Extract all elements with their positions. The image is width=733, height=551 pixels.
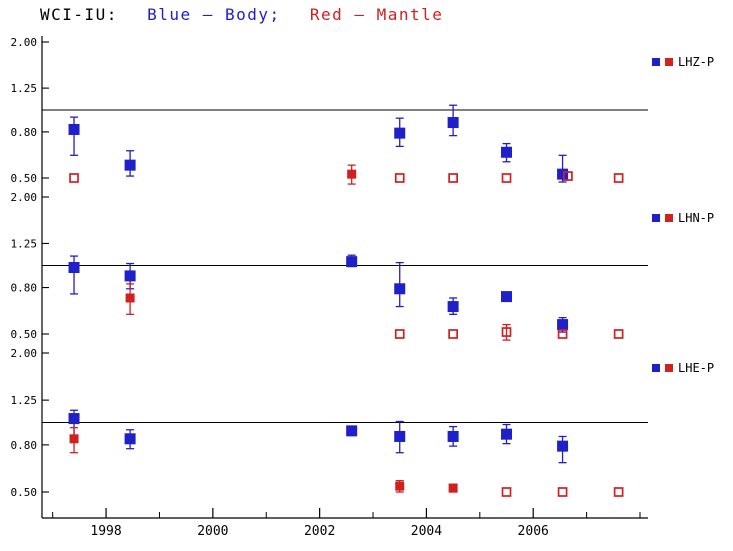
data-point-body (68, 261, 80, 273)
y-tick-label: 0.80 (11, 282, 38, 295)
data-point-mantle (501, 173, 512, 183)
data-point-mantle (613, 173, 624, 183)
legend-label: LHZ-P (678, 55, 714, 69)
data-point-body (447, 430, 459, 442)
data-point-mantle (69, 434, 79, 444)
data-point-body (394, 430, 406, 442)
data-point-mantle (347, 169, 357, 179)
data-point-mantle (557, 329, 568, 339)
x-tick-label: 2002 (304, 524, 335, 539)
y-tick-label: 0.50 (11, 328, 38, 341)
data-point-mantle (394, 173, 405, 183)
data-point-mantle (125, 293, 135, 303)
legend-mantle-swatch (665, 364, 673, 372)
y-tick-label: 2.00 (11, 191, 38, 204)
data-point-body (447, 301, 459, 313)
y-tick-label: 2.00 (11, 36, 38, 49)
y-tick-label: 1.25 (11, 82, 38, 95)
x-tick-label: 2006 (518, 524, 549, 539)
data-point-body (501, 428, 513, 440)
legend-mantle-swatch (665, 58, 673, 66)
legend-body-swatch (652, 364, 660, 372)
data-point-mantle (394, 329, 405, 339)
data-point-mantle (557, 487, 568, 497)
data-point-body (501, 291, 513, 303)
data-point-body (68, 413, 80, 425)
data-point-body (447, 117, 459, 129)
data-point-body (68, 123, 80, 135)
data-point-body (501, 146, 513, 158)
legend-mantle-swatch (665, 214, 673, 222)
data-point-mantle (501, 487, 512, 497)
data-point-body (346, 256, 358, 268)
data-point-body (124, 433, 136, 445)
title-mantle-legend-text: Red – Mantle (309, 5, 444, 24)
data-point-mantle (501, 327, 512, 337)
data-point-mantle (448, 483, 458, 493)
data-point-body (124, 159, 136, 171)
data-point-body (346, 425, 358, 437)
data-point-mantle (563, 171, 573, 181)
x-tick-label: 1998 (90, 524, 121, 539)
title-body-legend-text: Blue – Body; (147, 5, 281, 24)
data-point-mantle (448, 329, 458, 339)
y-tick-label: 0.50 (11, 172, 38, 185)
data-point-mantle (613, 329, 624, 339)
data-point-body (557, 168, 569, 180)
data-point-body (557, 440, 569, 452)
x-tick-label: 2004 (411, 524, 442, 539)
legend-body-swatch (652, 58, 660, 66)
y-tick-label: 2.00 (11, 347, 38, 360)
data-point-mantle (448, 173, 458, 183)
y-tick-label: 1.25 (11, 394, 38, 407)
legend-label: LHN-P (678, 211, 714, 225)
x-tick-label: 2000 (197, 524, 228, 539)
data-point-body (124, 270, 136, 282)
title-station-label: WCI-IU: (40, 5, 118, 24)
data-point-body (557, 319, 569, 331)
legend-body-swatch (652, 214, 660, 222)
y-tick-label: 0.80 (11, 439, 38, 452)
data-point-mantle (395, 481, 405, 491)
y-tick-label: 0.80 (11, 126, 38, 139)
legend-label: LHE-P (678, 361, 714, 375)
data-point-mantle (69, 173, 79, 183)
y-tick-label: 0.50 (11, 486, 38, 499)
y-tick-label: 1.25 (11, 237, 38, 250)
data-point-body (394, 283, 406, 295)
chart-title: WCI-IU: Blue – Body; Red – Mantle (40, 5, 461, 24)
data-point-body (394, 127, 406, 139)
data-point-mantle (613, 487, 624, 497)
